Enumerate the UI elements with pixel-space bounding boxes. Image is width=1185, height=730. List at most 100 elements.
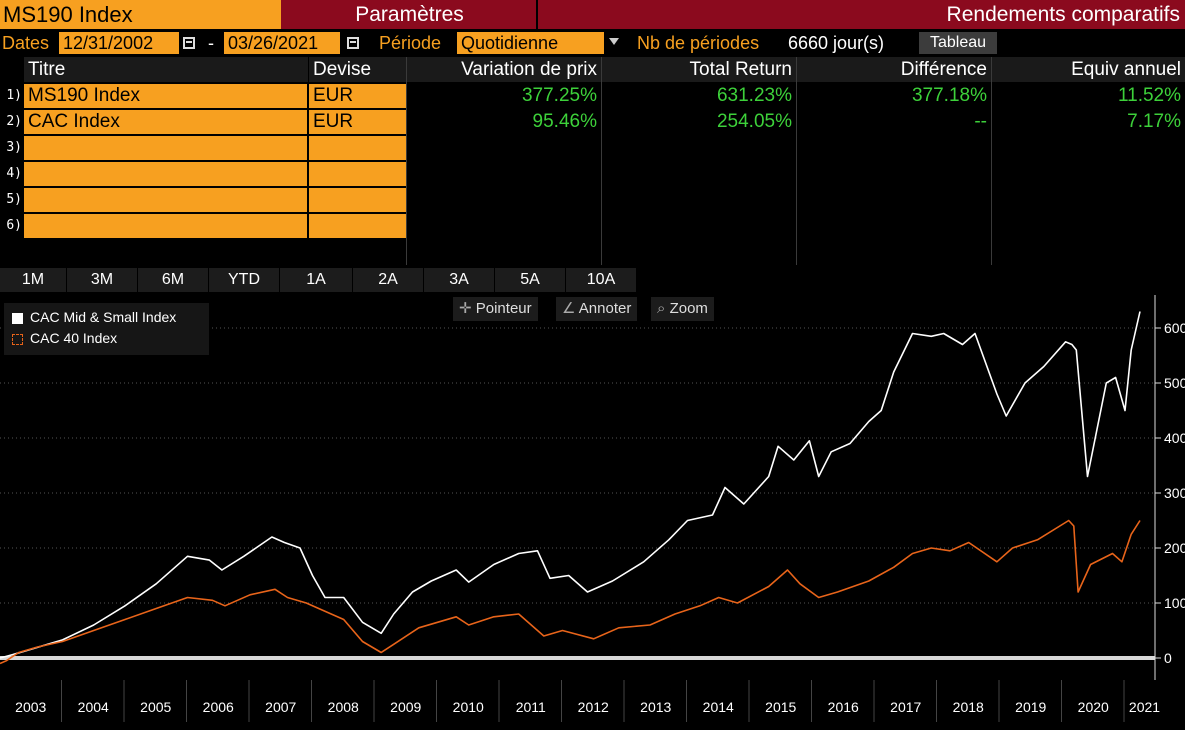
chart-legend: CAC Mid & Small Index CAC 40 Index [4,303,209,355]
period-button-5a[interactable]: 5A [495,268,566,292]
security-input-3[interactable] [24,136,307,160]
date-separator: - [208,33,214,53]
annual-equiv-1: 11.52% [1117,85,1181,106]
x-tick-label: 2013 [640,699,671,715]
header-currency[interactable]: Devise [309,57,406,82]
y-tick-label: 0 [1164,650,1172,666]
column-divider [601,57,602,265]
ticker-field[interactable]: MS190 Index [0,0,281,29]
row-number: 1) [6,88,22,103]
dropdown-arrow-icon[interactable] [609,38,619,45]
currency-cell-4[interactable] [309,162,406,186]
x-tick-label: 2019 [1015,699,1046,715]
period-button-2a[interactable]: 2A [353,268,424,292]
x-tick-label: 2015 [765,699,796,715]
x-tick-label: 2011 [516,699,546,715]
x-tick-label: 2021 [1129,699,1160,715]
periods-count-label: Nb de périodes [637,33,760,53]
x-tick-label: 2005 [140,699,171,715]
series-line-2 [0,519,1141,665]
column-divider [796,57,797,265]
row-number: 5) [6,192,22,207]
y-tick-label: 400 [1164,430,1185,446]
dates-row: Dates 12/31/2002 - 03/26/2021 Période Qu… [0,30,1185,56]
column-divider [406,57,407,265]
period-button-1a[interactable]: 1A [280,268,353,292]
currency-cell-3[interactable] [309,136,406,160]
security-input-5[interactable] [24,188,307,212]
row-number: 6) [6,218,22,233]
y-tick-label: 200 [1164,540,1185,556]
x-axis: 2003 2004 2005 2006 2007 2008 2009 2010 2011 2012… [15,680,1160,722]
period-button-1m[interactable]: 1M [0,268,67,292]
dates-label: Dates [2,33,50,53]
x-tick-label: 2003 [15,699,46,715]
calendar-icon[interactable] [347,37,359,49]
legend-swatch-orange [12,334,23,345]
x-tick-label: 2014 [703,699,734,715]
period-button-3a[interactable]: 3A [424,268,495,292]
y-tick-label: 600 [1164,320,1185,336]
table-button[interactable]: Tableau [919,32,997,54]
x-tick-label: 2004 [78,699,109,715]
legend-swatch-white [12,313,23,324]
parameters-tab[interactable]: Paramètres [283,0,538,29]
period-button-3m[interactable]: 3M [67,268,138,292]
currency-cell-5[interactable] [309,188,406,212]
x-tick-label: 2018 [953,699,984,715]
grid [0,327,1155,660]
pointer-tool[interactable]: ✛ Pointeur [453,297,538,321]
header-price-change[interactable]: Variation de prix [407,57,601,82]
magnifier-icon: ⌕ [657,300,666,317]
zoom-label: Zoom [669,300,708,317]
y-axis: 0 100 200 300 400 500 600 [1154,295,1185,680]
header-title[interactable]: Titre [24,57,308,82]
end-date-field[interactable]: 03/26/2021 [224,32,340,54]
price-change-1: 377.25% [521,85,597,106]
pointer-label: Pointeur [475,300,532,317]
difference-1: 377.18% [911,85,987,106]
security-input-4[interactable] [24,162,307,186]
period-button-ytd[interactable]: YTD [209,268,280,292]
security-input-2[interactable]: CAC Index [24,110,307,134]
total-return-2: 254.05% [716,111,792,132]
price-change-2: 95.46% [532,111,597,132]
row-number: 4) [6,166,22,181]
legend-label-1: CAC Mid & Small Index [30,309,177,325]
period-button-10a[interactable]: 10A [566,268,637,292]
y-tick-label: 300 [1164,485,1185,501]
crosshair-icon: ✛ [459,300,472,317]
security-input-1[interactable]: MS190 Index [24,84,307,108]
start-date-field[interactable]: 12/31/2002 [59,32,179,54]
security-input-6[interactable] [24,214,307,238]
x-tick-label: 2017 [890,699,921,715]
x-tick-label: 2020 [1078,699,1109,715]
page-title: Rendements comparatifs [946,3,1180,26]
x-tick-label: 2007 [265,699,296,715]
y-tick-label: 100 [1164,595,1185,611]
pencil-icon: ∠ [562,300,576,317]
annotate-tool[interactable]: ∠ Annoter [556,297,638,321]
header-annual-equiv[interactable]: Equiv annuel [992,57,1185,82]
total-return-1: 631.23% [716,85,792,106]
annotate-label: Annoter [578,300,632,317]
period-button-6m[interactable]: 6M [138,268,209,292]
period-select[interactable]: Quotidienne [457,32,604,54]
x-tick-label: 2006 [203,699,234,715]
x-tick-label: 2010 [453,699,484,715]
period-label: Période [379,33,442,53]
x-tick-label: 2008 [328,699,359,715]
header-total-return[interactable]: Total Return [602,57,796,82]
currency-cell-1[interactable]: EUR [309,84,406,108]
row-number: 2) [6,114,22,129]
x-tick-label: 2009 [390,699,421,715]
currency-cell-2[interactable]: EUR [309,110,406,134]
header-difference[interactable]: Différence [797,57,991,82]
y-tick-label: 500 [1164,375,1185,391]
zoom-tool[interactable]: ⌕ Zoom [651,297,714,321]
difference-2: -- [974,111,987,132]
annual-equiv-2: 7.17% [1127,111,1181,132]
currency-cell-6[interactable] [309,214,406,238]
x-tick-label: 2016 [828,699,859,715]
calendar-icon[interactable] [183,37,195,49]
